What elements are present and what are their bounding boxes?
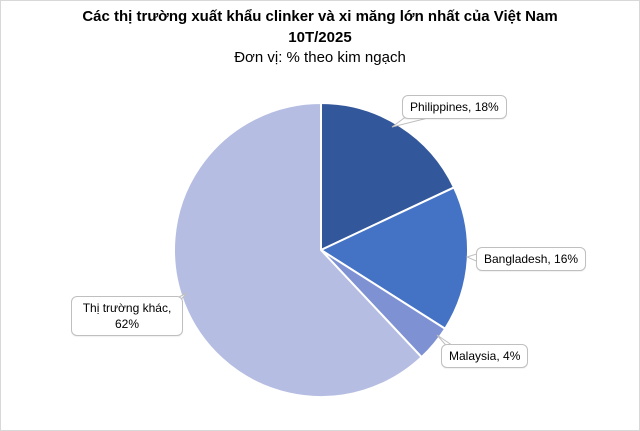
chart-unit-note: Đơn vị: % theo kim ngạch <box>234 49 406 66</box>
chart-period: 10T/2025 <box>288 29 352 46</box>
chart-header: Các thị trường xuất khẩu clinker và xi m… <box>1 6 639 68</box>
data-label-philippines: Philippines, 18% <box>402 95 507 119</box>
pie-slice-thi-truong-khac <box>173 102 423 398</box>
pie-slices <box>173 102 469 398</box>
data-label-bangladesh: Bangladesh, 16% <box>476 247 587 271</box>
pie-slice-philippines <box>320 102 456 251</box>
data-label-thi-truong-khac: Thị trường khác, 62% <box>71 296 183 336</box>
data-label-malaysia: Malaysia, 4% <box>441 344 529 368</box>
chart-title: Các thị trường xuất khẩu clinker và xi m… <box>82 8 558 25</box>
pie-slice-bangladesh <box>320 186 469 330</box>
